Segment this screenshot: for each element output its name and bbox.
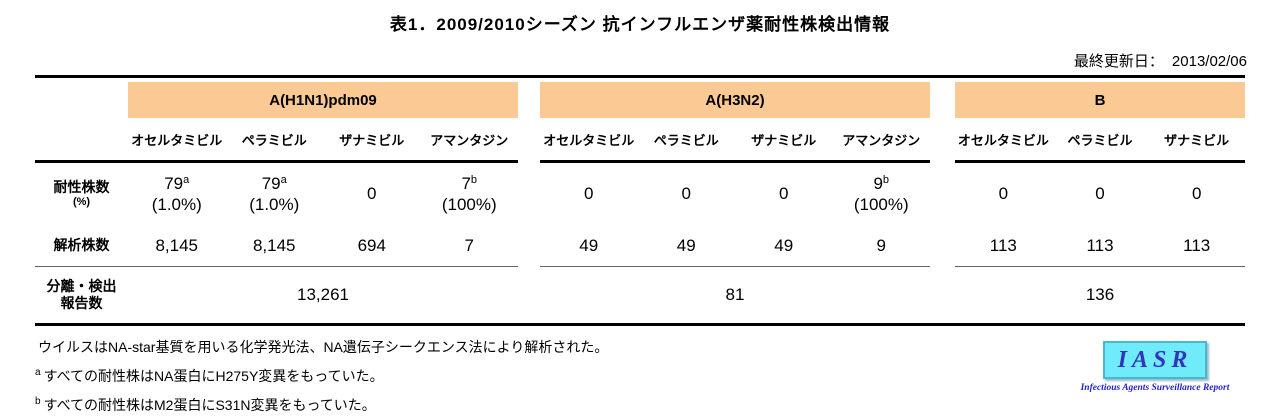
- row-resistant-count: 耐性株数 (%) 79a (1.0%) 79a (1.0%) 0 7b: [35, 163, 1245, 225]
- cell-reported-h1n1: 13,261: [297, 285, 349, 304]
- cell-analyzed: 49: [676, 235, 696, 255]
- cell-resistant: 0: [779, 184, 789, 204]
- cell-analyzed: 9: [876, 235, 886, 255]
- row-label-resistant-unit: (%): [72, 195, 91, 208]
- row-label-resistant: 耐性株数: [53, 179, 110, 195]
- cell-analyzed: 113: [1183, 235, 1211, 255]
- drug-header: オセルタミビル: [543, 132, 635, 148]
- group-header-h1n1: A(H1N1)pdm09: [128, 82, 518, 118]
- row-label-reported-line2: 報告数: [60, 295, 103, 311]
- drug-header: ザナミビル: [339, 132, 405, 148]
- cell-analyzed: 7: [464, 235, 474, 255]
- drug-header-row: オセルタミビル ペラミビル ザナミビル アマンタジン オセルタミビル ペラミビル…: [35, 118, 1245, 160]
- drug-header: ペラミビル: [653, 132, 719, 148]
- drug-header: ザナミビル: [751, 132, 817, 148]
- cell-resistant: 0: [1191, 184, 1202, 204]
- footnote-b: b すべての耐性株はM2蛋白にS31N変異をもっていた。: [35, 395, 376, 413]
- resistance-table: A(H1N1)pdm09 A(H3N2) B オセルタミビル ペラミビル ザナミ…: [35, 75, 1245, 326]
- table-bottom-rule: [35, 323, 1245, 326]
- row-analyzed-count: 解析株数 8,145 8,145 694 7 49 49 49 9 113 11…: [35, 225, 1245, 266]
- mid-divider-rule: [35, 266, 1245, 267]
- cell-reported-h3n2: 81: [725, 285, 745, 304]
- cell-resistant: 0: [1095, 184, 1105, 204]
- corner-cell: [35, 82, 128, 118]
- iasr-logo-acronym: IASR: [1117, 346, 1193, 373]
- iasr-logo: IASR Infectious Agents Surveillance Repo…: [1055, 341, 1255, 393]
- header-underline-rule: [35, 160, 1245, 163]
- group-header-h3n2: A(H3N2): [540, 82, 930, 118]
- cell-analyzed: 8,145: [252, 235, 296, 255]
- cell-resistant: 9b (100%): [853, 173, 909, 214]
- footnote-method: ウイルスはNA-star基質を用いる化学発光法、NA遺伝子シークエンス法により解…: [38, 339, 609, 355]
- cell-analyzed: 49: [774, 235, 794, 255]
- cell-analyzed: 49: [579, 235, 599, 255]
- row-label-analyzed: 解析株数: [53, 237, 110, 254]
- drug-header: オセルタミビル: [131, 132, 223, 148]
- footnote-a: a すべての耐性株はNA蛋白にH275Y変異をもっていた。: [35, 366, 384, 384]
- last-updated: 最終更新日： 2013/02/06: [1074, 50, 1247, 71]
- group-header-row: A(H1N1)pdm09 A(H3N2) B: [35, 82, 1245, 118]
- drug-header: アマンタジン: [842, 132, 921, 148]
- footnotes: ウイルスはNA-star基質を用いる化学発光法、NA遺伝子シークエンス法により解…: [35, 337, 608, 417]
- cell-analyzed: 8,145: [155, 235, 199, 255]
- drug-header: ペラミビル: [1067, 132, 1133, 148]
- cell-resistant: 79a (1.0%): [151, 173, 202, 214]
- last-updated-label: 最終更新日：: [1073, 53, 1164, 70]
- drug-header: ザナミビル: [1164, 132, 1230, 148]
- cell-analyzed: 694: [357, 235, 386, 255]
- drug-header: ペラミビル: [241, 132, 307, 148]
- row-reported-count: 分離・検出 報告数 13,261 81 136: [35, 267, 1245, 323]
- cell-analyzed: 113: [989, 235, 1017, 255]
- page-title: 表1．2009/2010シーズン 抗インフルエンザ薬耐性株検出情報: [389, 15, 891, 34]
- drug-header: アマンタジン: [430, 132, 509, 148]
- cell-resistant: 0: [367, 184, 377, 204]
- iasr-logo-caption: Infectious Agents Surveillance Report: [1080, 383, 1230, 393]
- cell-analyzed: 113: [1086, 235, 1114, 255]
- cell-resistant: 79a (1.0%): [249, 173, 300, 214]
- last-updated-date: 2013/02/06: [1171, 53, 1247, 70]
- iasr-logo-box: IASR: [1103, 341, 1207, 379]
- cell-resistant: 7b (100%): [441, 173, 497, 214]
- table-top-rule: [35, 75, 1245, 78]
- cell-resistant: 0: [998, 184, 1009, 204]
- cell-reported-b: 136: [1085, 285, 1115, 304]
- cell-resistant: 0: [681, 184, 691, 204]
- group-header-b: B: [955, 82, 1245, 118]
- drug-header: オセルタミビル: [957, 132, 1049, 148]
- cell-resistant: 0: [584, 184, 594, 204]
- row-label-reported-line1: 分離・検出: [46, 278, 117, 295]
